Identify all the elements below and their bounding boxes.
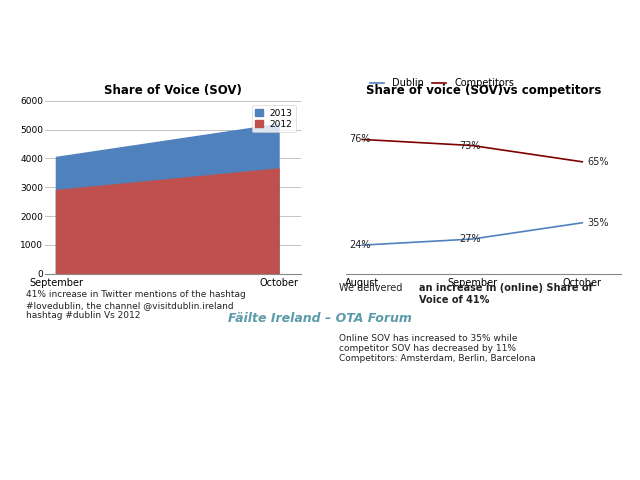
Text: Fáilte Ireland: Fáilte Ireland [467,20,571,34]
Text: Fäilte Ireland – OTA Forum: Fäilte Ireland – OTA Forum [228,312,412,325]
Text: (b) Share of Voice (UK): (b) Share of Voice (UK) [16,58,167,71]
Text: We delivered: We delivered [339,283,406,293]
Text: an increase in (online) Share of
Voice of 41%: an increase in (online) Share of Voice o… [419,283,593,305]
Text: 73%: 73% [459,141,481,151]
Text: Dublin Now Pilot Project: Dublin Now Pilot Project [16,20,303,40]
Text: 35%: 35% [588,218,609,228]
Legend: Dublin, Competitors: Dublin, Competitors [366,74,518,92]
Text: National Tourism Development Authority: National Tourism Development Authority [467,55,596,60]
Text: 27%: 27% [459,234,481,244]
Text: 65%: 65% [588,157,609,167]
Text: 41% increase in Twitter mentions of the hashtag
#lovedublin, the channel @visitd: 41% increase in Twitter mentions of the … [26,290,245,320]
Text: Online SOV has increased to 35% while
competitor SOV has decreased by 11%
Compet: Online SOV has increased to 35% while co… [339,334,536,363]
Text: ✣: ✣ [432,31,445,46]
Title: Share of Voice (SOV): Share of Voice (SOV) [104,84,242,97]
Title: Share of voice (SOV)vs competitors: Share of voice (SOV)vs competitors [365,84,601,97]
Legend: 2013, 2012: 2013, 2012 [252,105,296,132]
Text: 24%: 24% [349,240,371,250]
Text: 76%: 76% [349,134,371,144]
